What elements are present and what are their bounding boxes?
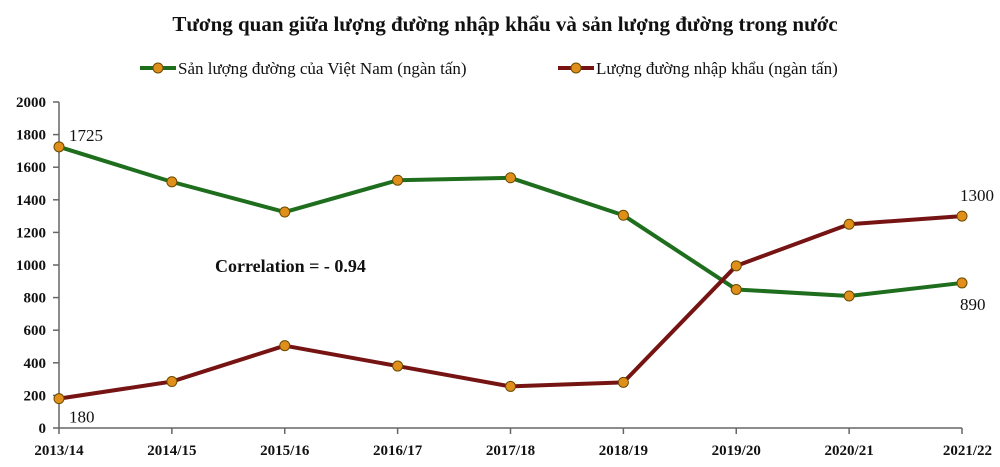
data-point bbox=[53, 393, 65, 405]
series-line bbox=[58, 214, 963, 401]
legend-label-domestic: Sản lượng đường của Việt Nam (ngàn tấn) bbox=[178, 59, 467, 78]
data-point bbox=[843, 218, 855, 230]
data-labels: 1725 180 1300 890 bbox=[69, 126, 994, 427]
x-tick-label: 2021/22 bbox=[943, 443, 992, 459]
legend-marker-import bbox=[570, 62, 582, 74]
legend-label-import: Lượng đường nhập khẩu (ngàn tấn) bbox=[596, 59, 838, 78]
y-tick-label: 0 bbox=[39, 421, 47, 437]
data-point bbox=[956, 277, 968, 289]
x-tick-label: 2014/15 bbox=[147, 443, 196, 459]
y-tick-label: 600 bbox=[24, 323, 47, 339]
legend-item-import: Lượng đường nhập khẩu (ngàn tấn) bbox=[558, 59, 838, 78]
legend-item-domestic: Sản lượng đường của Việt Nam (ngàn tấn) bbox=[140, 59, 467, 78]
x-tick-label: 2018/19 bbox=[599, 443, 648, 459]
data-label: 1300 bbox=[960, 186, 994, 205]
data-point bbox=[505, 172, 516, 184]
y-tick-label: 200 bbox=[24, 388, 47, 404]
y-tick-label: 400 bbox=[24, 356, 47, 372]
y-tick-label: 1800 bbox=[16, 128, 46, 144]
series-1 bbox=[53, 210, 968, 405]
y-tick-label: 1400 bbox=[16, 193, 46, 209]
data-point bbox=[730, 260, 742, 272]
y-tick-label: 1600 bbox=[16, 160, 46, 176]
data-label: 890 bbox=[960, 295, 986, 314]
x-tick-label: 2019/20 bbox=[712, 443, 761, 459]
x-tick-label: 2020/21 bbox=[825, 443, 874, 459]
data-point bbox=[730, 283, 742, 295]
x-tick-label: 2013/14 bbox=[34, 443, 84, 459]
correlation-annotation: Correlation = - 0.94 bbox=[215, 256, 366, 276]
data-point bbox=[392, 360, 404, 372]
x-tick-label: 2017/18 bbox=[486, 443, 535, 459]
data-point bbox=[843, 290, 855, 302]
chart-title: Tương quan giữa lượng đường nhập khẩu và… bbox=[172, 12, 837, 36]
data-point bbox=[956, 210, 968, 222]
y-ticks: 0 200 400 600 800 1000 1200 1400 1600 1800 2000 bbox=[16, 95, 59, 437]
y-tick-label: 1000 bbox=[16, 258, 46, 274]
data-point bbox=[53, 141, 65, 153]
y-tick-label: 800 bbox=[24, 291, 47, 307]
data-point bbox=[617, 376, 629, 388]
data-point bbox=[392, 174, 404, 186]
data-point bbox=[617, 209, 629, 221]
data-point bbox=[279, 206, 291, 218]
x-tick-label: 2015/16 bbox=[260, 443, 310, 459]
x-tick-label: 2016/17 bbox=[373, 443, 423, 459]
data-point bbox=[166, 176, 178, 188]
series-0 bbox=[53, 141, 968, 302]
data-point bbox=[279, 340, 291, 352]
legend-marker-domestic bbox=[152, 62, 164, 74]
y-tick-label: 2000 bbox=[16, 95, 46, 111]
y-tick-label: 1200 bbox=[16, 225, 46, 241]
legend: Sản lượng đường của Việt Nam (ngàn tấn) … bbox=[140, 59, 838, 78]
series-group bbox=[53, 141, 968, 405]
data-label: 1725 bbox=[69, 126, 103, 145]
data-point bbox=[505, 380, 516, 392]
data-label: 180 bbox=[69, 408, 95, 427]
x-ticks: 2013/14 2014/15 2015/16 2016/17 2017/18 2018/… bbox=[34, 428, 992, 459]
series-line bbox=[58, 144, 963, 298]
data-point bbox=[166, 376, 178, 388]
